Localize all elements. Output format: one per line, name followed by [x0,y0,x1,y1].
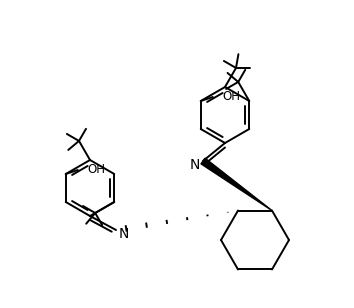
Text: OH: OH [88,163,106,176]
Text: N: N [119,227,129,241]
Polygon shape [201,158,272,211]
Text: N: N [190,158,200,172]
Text: OH: OH [223,90,241,103]
